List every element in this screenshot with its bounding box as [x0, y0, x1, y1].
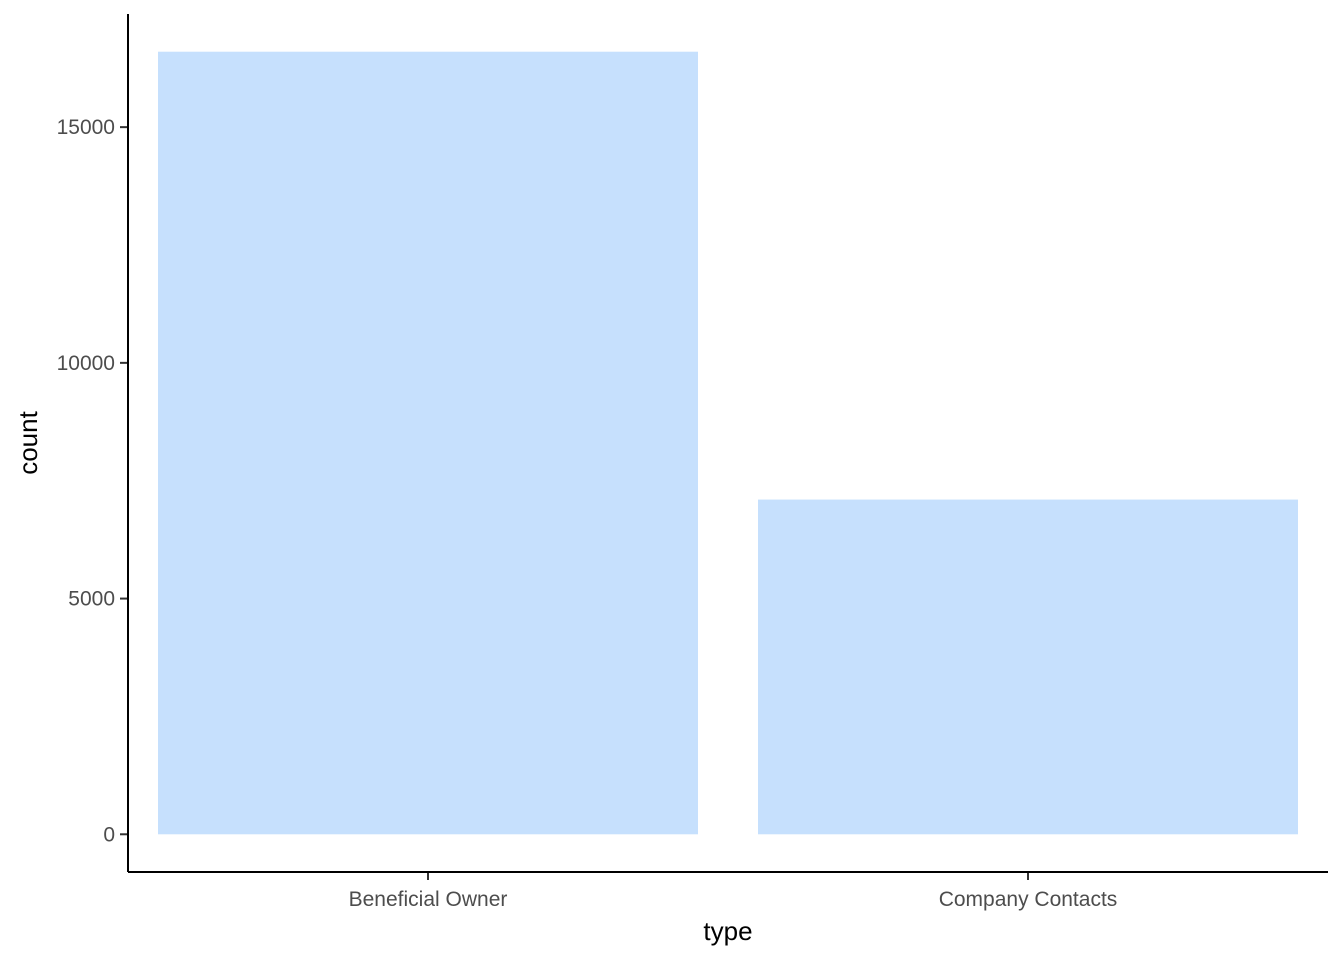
bars-group — [158, 51, 1298, 835]
y-tick-label: 15000 — [57, 116, 115, 139]
x-tick-label: Company Contacts — [939, 888, 1118, 911]
bar-company-contacts — [758, 499, 1298, 835]
y-axis-ticks: 0 5000 10000 15000 — [57, 116, 128, 846]
y-tick-label: 10000 — [57, 352, 115, 375]
y-tick-label: 0 — [103, 823, 115, 846]
x-tick-label: Beneficial Owner — [349, 888, 508, 911]
y-tick-label: 5000 — [68, 588, 115, 611]
y-axis-title: count — [13, 410, 43, 474]
x-axis-title: type — [703, 916, 752, 946]
x-axis-ticks: Beneficial Owner Company Contacts — [349, 872, 1118, 911]
bar-beneficial-owner — [158, 51, 698, 835]
